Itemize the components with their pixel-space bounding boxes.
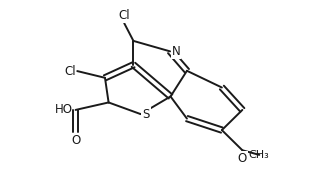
Text: CH₃: CH₃ [249, 150, 269, 160]
Text: Cl: Cl [64, 65, 76, 78]
Text: O: O [238, 152, 247, 165]
Text: S: S [142, 108, 150, 121]
Text: HO: HO [54, 103, 73, 116]
Text: Cl: Cl [118, 9, 130, 22]
Text: N: N [172, 45, 180, 58]
Text: O: O [71, 134, 80, 147]
